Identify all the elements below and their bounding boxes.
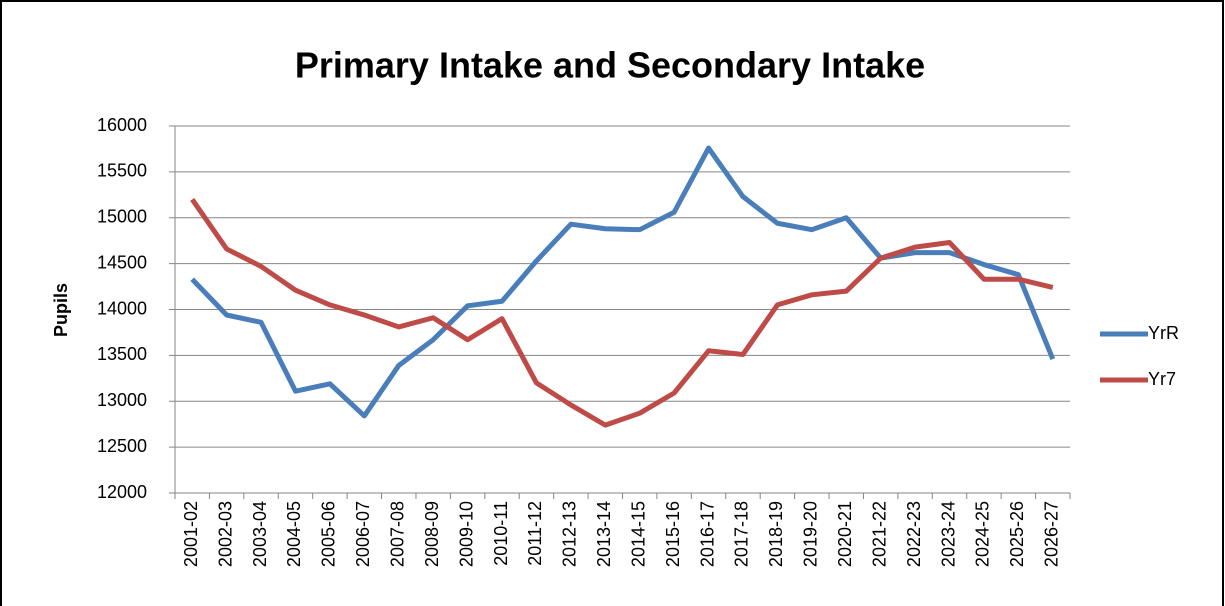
x-tick-label: 2019-20 [801,501,821,567]
x-tick-label: 2020-21 [835,501,855,567]
x-tick-label: 2025-26 [1007,501,1027,567]
x-tick-label: 2006-07 [353,501,373,567]
x-tick-label: 2001-02 [181,501,201,567]
x-tick-label: 2002-03 [215,501,235,567]
y-tick-label: 13500 [97,344,147,364]
legend-label: YrR [1148,323,1179,343]
x-tick-label: 2016-17 [697,501,717,567]
chart-title: Primary Intake and Secondary Intake [295,45,925,86]
x-tick-label: 2026-27 [1042,501,1062,567]
x-tick-label: 2021-22 [869,501,889,567]
x-tick-label: 2004-05 [284,501,304,567]
x-tick-label: 2012-13 [560,501,580,567]
x-tick-label: 2023-24 [938,501,958,567]
legend-label: Yr7 [1148,369,1176,389]
x-tick-label: 2024-25 [973,501,993,567]
x-tick-label: 2005-06 [319,501,339,567]
x-tick-label: 2010-11 [491,501,511,566]
x-tick-label: 2009-10 [456,501,476,567]
series-line [190,197,1054,428]
x-tick-label: 2022-23 [904,501,924,567]
x-tick-label: 2013-14 [594,501,614,567]
x-tick-label: 2007-08 [388,501,408,567]
x-tick-label: 2008-09 [422,501,442,567]
y-tick-label: 16000 [97,115,147,135]
y-tick-label: 12500 [97,436,147,456]
y-tick-label: 13000 [97,390,147,410]
y-tick-label: 15000 [97,207,147,227]
series-line [190,145,1056,419]
y-tick-label: 12000 [97,482,147,502]
x-tick-label: 2014-15 [628,501,648,567]
y-axis-label: Pupils [51,283,71,337]
x-tick-label: 2011-12 [525,501,545,566]
x-tick-label: 2003-04 [250,501,270,567]
y-tick-label: 14000 [97,298,147,318]
x-tick-label: 2018-19 [766,501,786,567]
x-tick-label: 2017-18 [732,501,752,567]
y-tick-label: 15500 [97,161,147,181]
y-tick-label: 14500 [97,252,147,272]
x-tick-label: 2015-16 [663,501,683,567]
